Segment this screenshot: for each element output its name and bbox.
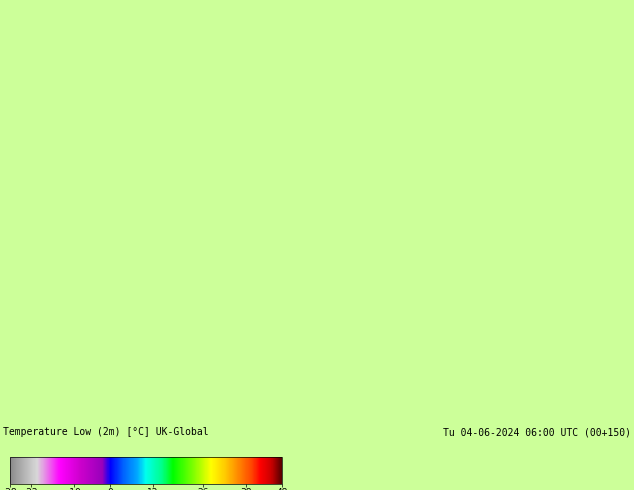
Text: Tu 04-06-2024 06:00 UTC (00+150): Tu 04-06-2024 06:00 UTC (00+150)	[443, 427, 631, 437]
Text: Temperature Low (2m) [°C] UK-Global: Temperature Low (2m) [°C] UK-Global	[3, 427, 209, 437]
